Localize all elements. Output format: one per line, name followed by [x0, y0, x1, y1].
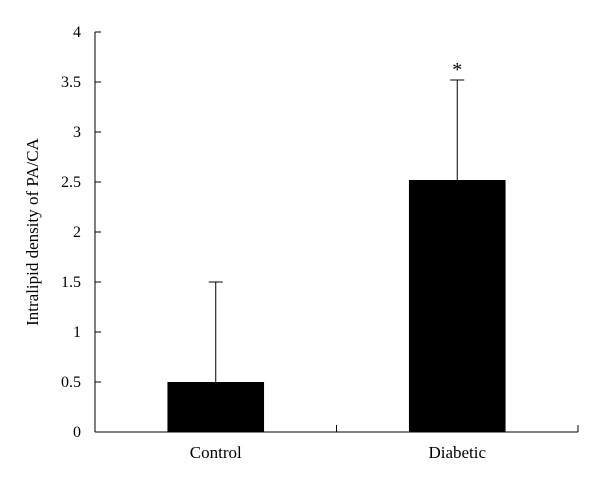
x-category-label: Diabetic	[428, 443, 486, 462]
bar-control	[167, 382, 265, 432]
y-tick-label: 1	[73, 324, 81, 341]
y-tick-label: 1.5	[61, 274, 81, 291]
error-bars: *	[208, 59, 465, 382]
x-category-label: Control	[190, 443, 242, 462]
y-tick-label: 2.5	[61, 174, 81, 191]
y-tick-label: 3.5	[61, 74, 81, 91]
x-ticks	[336, 425, 579, 432]
category-labels: Control Diabetic	[190, 443, 487, 462]
y-axis-title: Intralipid density of PA/CA	[23, 137, 42, 326]
y-ticks: 0 0.5 1 1.5 2 2.5 3 3.5 4	[61, 24, 101, 441]
y-tick-label: 0.5	[61, 374, 81, 391]
y-tick-label: 2	[73, 224, 81, 241]
y-tick-label: 3	[73, 124, 81, 141]
significance-marker: *	[452, 59, 462, 81]
bar-diabetic	[408, 180, 506, 432]
y-tick-label: 4	[73, 24, 81, 41]
bars	[167, 180, 506, 432]
y-tick-label: 0	[73, 424, 81, 441]
